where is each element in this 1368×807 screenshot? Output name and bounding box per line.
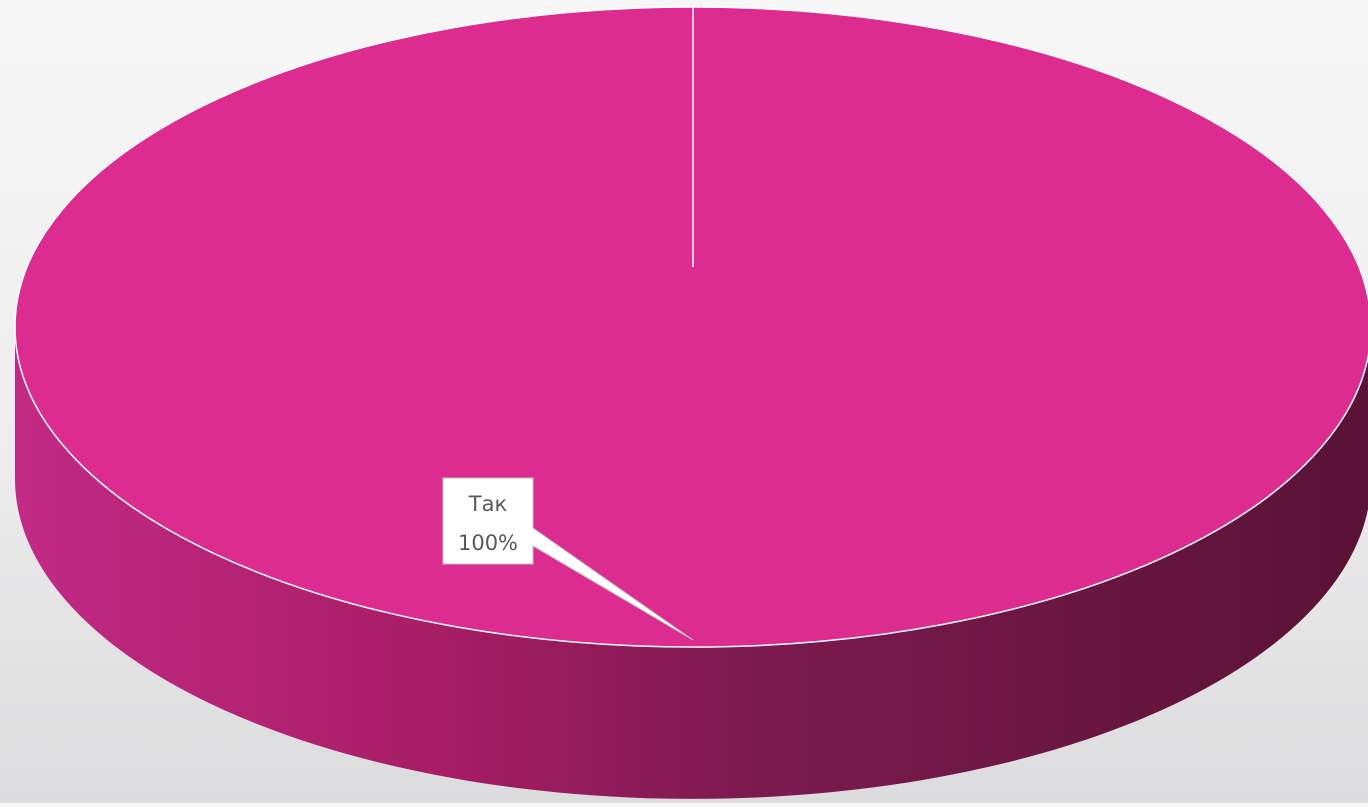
data-label-callout [442, 477, 694, 641]
pie-slice-tak[interactable] [14, 6, 1368, 648]
data-label-value: 100% [458, 531, 518, 555]
data-label-tak: Так 100% [442, 477, 694, 641]
data-label-category: Так [468, 492, 507, 516]
pie-slice-side [15, 327, 1368, 799]
